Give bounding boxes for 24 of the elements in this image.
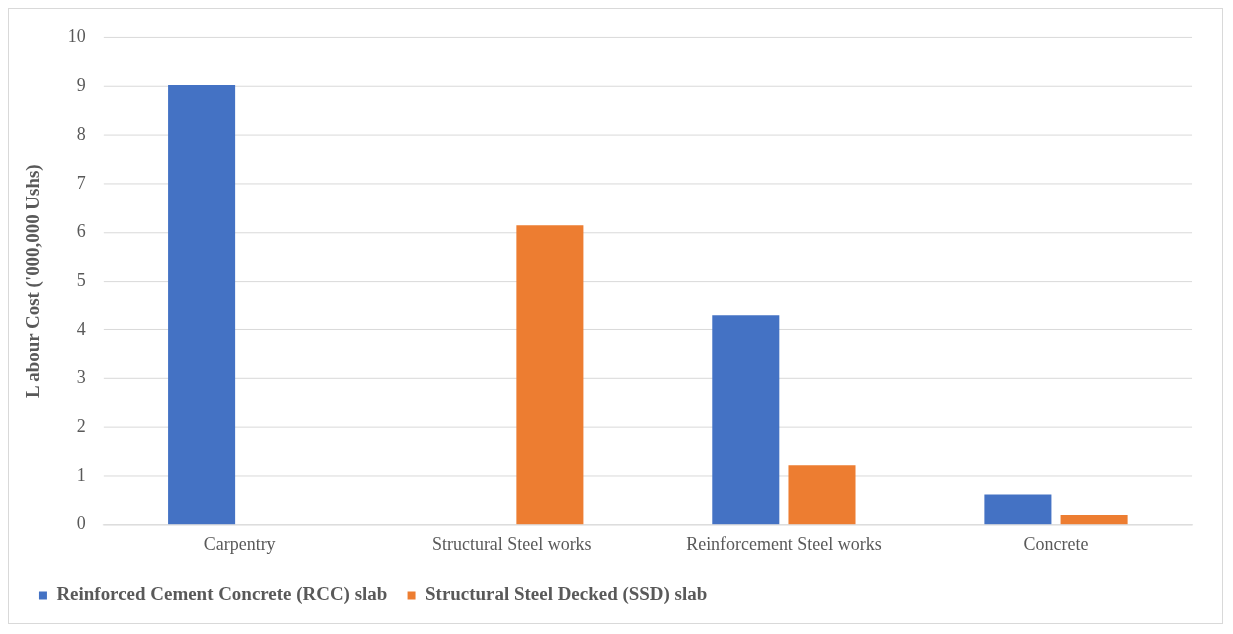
y-tick-label: 6 [76,221,86,242]
y-tick-label: 1 [76,464,86,485]
legend-label: Structural Steel Decked (SSD) slab [425,583,708,606]
x-tick-label: Carpentry [203,534,276,555]
bar [712,315,780,525]
y-tick-label: 0 [76,513,86,534]
bar [788,465,856,525]
y-tick-label: 5 [76,269,86,290]
y-tick-label: 2 [76,416,86,437]
bar [516,225,584,525]
x-tick-label: Concrete [1023,534,1089,555]
x-tick-label: Structural Steel works [432,534,592,555]
bar [984,494,1052,525]
x-tick-label: Reinforcement Steel works [686,534,882,555]
y-tick-label: 7 [76,172,86,193]
bar [168,84,236,525]
y-tick-label: 4 [76,318,86,339]
y-axis-title: L abour Cost ('000,000 Ushs) [22,164,45,399]
y-tick-label: 8 [76,123,86,144]
y-tick-label: 10 [67,26,86,47]
y-tick-label: 3 [76,367,86,388]
legend-label: Reinforced Cement Concrete (RCC) slab [56,583,388,606]
bar [1060,514,1128,525]
y-tick-label: 9 [76,75,86,96]
